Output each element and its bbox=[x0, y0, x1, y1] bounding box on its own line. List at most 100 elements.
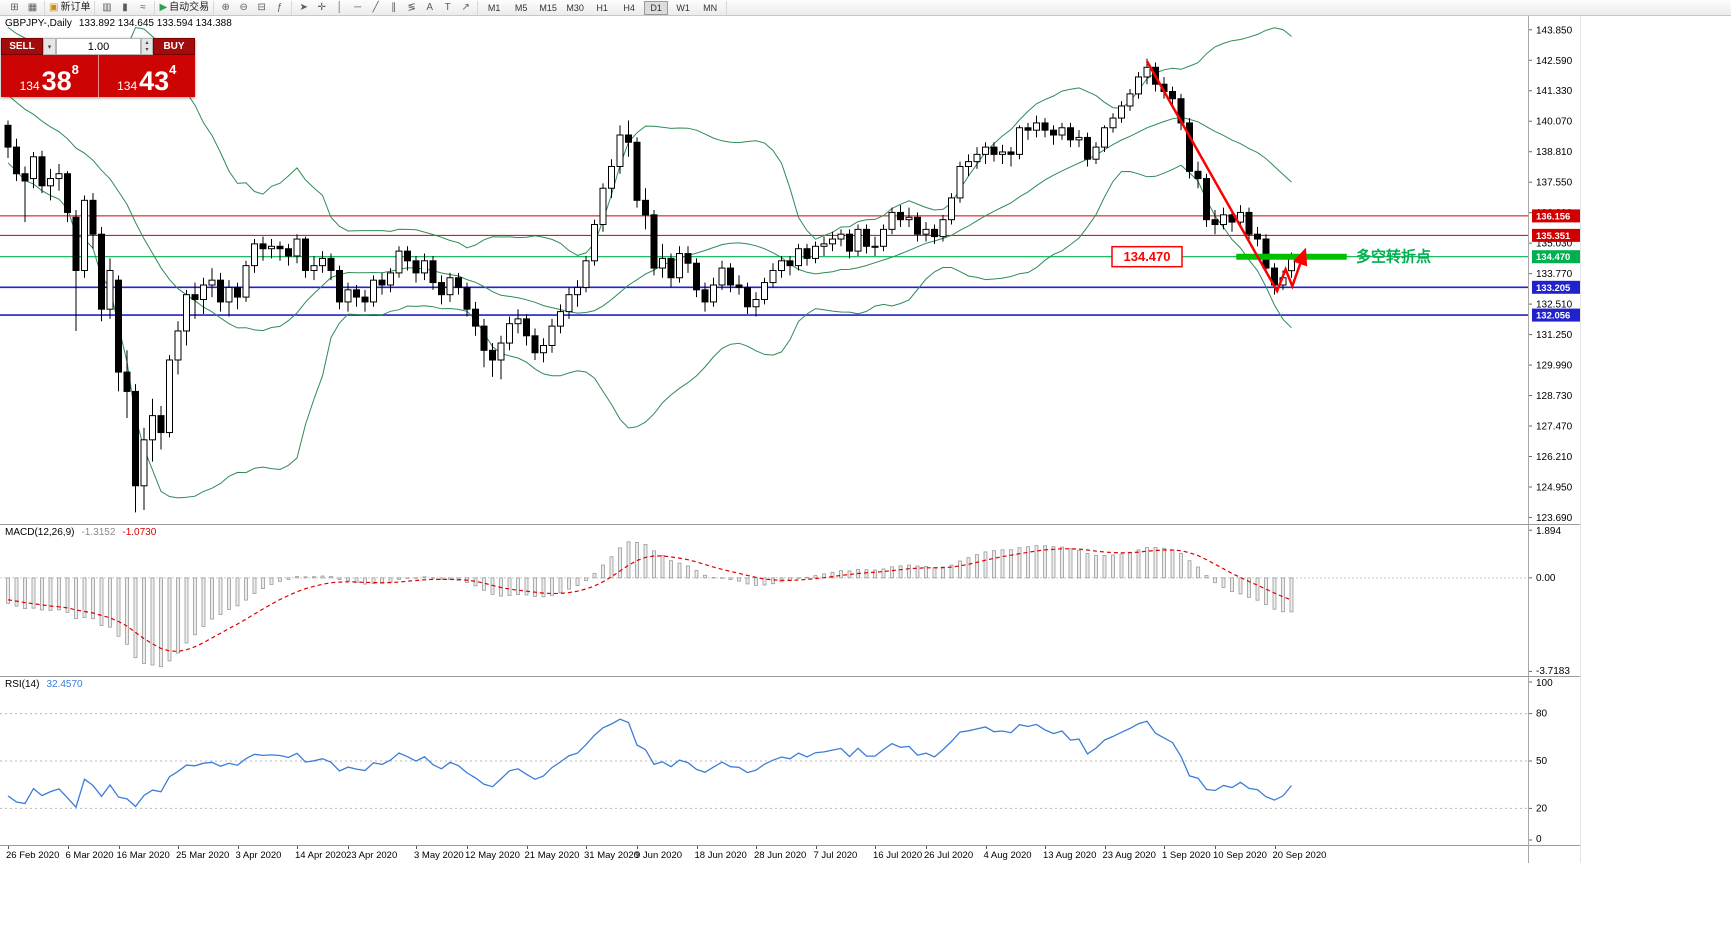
rsi-pane: 100 80 50 20 0 RSI(14) 32.4570 bbox=[0, 677, 1580, 845]
price-callout-box[interactable] bbox=[1111, 245, 1183, 268]
equidistant-channel-icon[interactable]: ∥ bbox=[391, 2, 397, 13]
zoom-in-icon[interactable]: ⊕ bbox=[221, 2, 230, 13]
svg-text:123.690: 123.690 bbox=[1536, 513, 1573, 524]
tile-windows-icon[interactable]: ⊟ bbox=[257, 2, 266, 13]
timeframe-h4-button[interactable]: H4 bbox=[623, 2, 635, 13]
candlestick-series bbox=[4, 58, 1295, 513]
zoom-out-icon[interactable]: ⊖ bbox=[239, 2, 248, 13]
time-axis-label: 9 Jun 2020 bbox=[635, 850, 683, 861]
svg-text:124.950: 124.950 bbox=[1536, 482, 1573, 493]
price-axis-border bbox=[1528, 16, 1529, 863]
chart-annotations[interactable]: 134.470 多空转折点 bbox=[1111, 60, 1431, 294]
time-tick bbox=[467, 846, 468, 849]
trendline-icon[interactable]: ╱ bbox=[372, 2, 379, 13]
ask-price[interactable]: 134 43 4 bbox=[117, 62, 177, 97]
price-divider bbox=[97, 55, 99, 97]
time-axis-label: 16 Mar 2020 bbox=[116, 850, 170, 861]
macd-signal-value: -1.0730 bbox=[122, 527, 157, 538]
auto-trading-icon[interactable]: ▶ 自动交易 bbox=[159, 2, 210, 13]
timeframe-m30-button[interactable]: M30 bbox=[566, 2, 584, 13]
svg-text:0: 0 bbox=[1536, 834, 1542, 845]
time-tick bbox=[1274, 846, 1276, 849]
pane-splitter[interactable] bbox=[0, 524, 1580, 525]
volume-input[interactable] bbox=[56, 38, 141, 55]
time-axis-label: 3 Apr 2020 bbox=[235, 850, 282, 861]
time-tick bbox=[1164, 846, 1165, 849]
chart-bars-icon[interactable]: ▥ bbox=[102, 2, 112, 13]
down-trendline-arrow[interactable] bbox=[1145, 60, 1308, 294]
time-tick bbox=[1045, 846, 1046, 849]
time-tick bbox=[696, 846, 698, 849]
time-axis-label: 31 May 2020 bbox=[584, 850, 639, 861]
new-order-icon[interactable]: ▣ 新订单 bbox=[49, 2, 91, 13]
indicators-icon[interactable]: ƒ bbox=[276, 2, 283, 13]
rsi-axis[interactable]: 100 80 50 20 0 bbox=[1528, 678, 1553, 845]
arrow-tool-icon[interactable]: ↗ bbox=[461, 2, 470, 13]
time-axis-label: 20 Sep 2020 bbox=[1272, 850, 1327, 861]
svg-text:100: 100 bbox=[1536, 678, 1553, 689]
svg-text:-3.7183: -3.7183 bbox=[1536, 666, 1570, 676]
cursor-icon[interactable]: ➤ bbox=[299, 2, 308, 13]
svg-text:80: 80 bbox=[1536, 709, 1548, 720]
timeframe-m15-button[interactable]: M15 bbox=[539, 2, 557, 13]
time-tick bbox=[237, 846, 239, 849]
symbol-period-label: GBPJPY-,Daily bbox=[5, 18, 72, 29]
svg-text:131.250: 131.250 bbox=[1536, 330, 1573, 341]
time-tick bbox=[416, 846, 417, 849]
timeframe-mn-button[interactable]: MN bbox=[703, 2, 718, 13]
time-tick bbox=[875, 846, 876, 849]
pane-splitter[interactable] bbox=[0, 676, 1580, 677]
timeframe-h1-button[interactable]: H1 bbox=[596, 2, 608, 13]
trade-options-caret-icon[interactable]: ▾ bbox=[43, 38, 56, 55]
timeframe-m1-button[interactable]: M1 bbox=[487, 2, 501, 13]
bollinger-bands bbox=[7, 26, 1292, 499]
timeframe-m5-button[interactable]: M5 bbox=[514, 2, 528, 13]
svg-text:135.030: 135.030 bbox=[1536, 239, 1573, 250]
time-axis-label: 10 Sep 2020 bbox=[1213, 850, 1267, 861]
time-tick bbox=[297, 846, 298, 849]
time-axis-label: 21 May 2020 bbox=[524, 850, 580, 861]
fibonacci-icon[interactable]: ≶ bbox=[407, 2, 416, 13]
macd-axis[interactable]: 1.894 0.00 -3.7183 bbox=[1528, 526, 1570, 676]
rsi-canvas[interactable]: 100 80 50 20 0 bbox=[0, 677, 1580, 845]
svg-text:132.510: 132.510 bbox=[1536, 300, 1573, 311]
price-axis[interactable]: 143.850 142.590 141.330 140.070 138.810 137.5… bbox=[1528, 25, 1580, 524]
crosshair-icon[interactable]: ✛ bbox=[317, 2, 326, 13]
time-tick bbox=[1104, 846, 1106, 849]
text-label-icon[interactable]: T bbox=[444, 2, 451, 13]
time-tick bbox=[526, 846, 528, 849]
svg-text:137.550: 137.550 bbox=[1536, 178, 1573, 189]
svg-text:135.351: 135.351 bbox=[1536, 231, 1571, 242]
timeframe-w1-button[interactable]: W1 bbox=[676, 2, 690, 13]
price-chart-canvas[interactable]: 143.850 142.590 141.330 140.070 138.810 137.5… bbox=[0, 16, 1580, 524]
svg-text:128.730: 128.730 bbox=[1536, 391, 1573, 402]
sell-button[interactable]: SELL bbox=[1, 38, 43, 55]
text-icon[interactable]: A bbox=[426, 2, 433, 13]
svg-text:126.210: 126.210 bbox=[1536, 452, 1573, 463]
timeframe-d1-button[interactable]: D1 bbox=[644, 0, 669, 15]
bid-price[interactable]: 134 38 8 bbox=[19, 62, 79, 97]
chart-profiles-icon[interactable]: ▦ bbox=[27, 2, 38, 13]
time-axis[interactable]: 26 Feb 2020 6 Mar 2020 16 Mar 2020 25 Mar 2… bbox=[0, 845, 1580, 864]
time-axis-label: 6 Mar 2020 bbox=[65, 850, 114, 861]
chart-line-icon[interactable]: ≈ bbox=[140, 2, 146, 13]
time-tick bbox=[586, 846, 587, 849]
time-tick bbox=[985, 846, 987, 849]
chart-title: GBPJPY-,Daily 133.892 134.645 133.594 134… bbox=[5, 18, 232, 29]
annotation-text[interactable]: 多空转折点 bbox=[1356, 248, 1431, 266]
volume-stepper[interactable]: ▴ ▾ bbox=[141, 38, 153, 55]
macd-canvas[interactable]: 1.894 0.00 -3.7183 bbox=[0, 525, 1580, 676]
new-chart-icon[interactable]: ⊞ bbox=[10, 2, 19, 13]
vertical-line-icon[interactable]: │ bbox=[336, 2, 343, 13]
time-axis-label: 13 Aug 2020 bbox=[1043, 850, 1097, 861]
time-axis-label: 28 Jun 2020 bbox=[754, 850, 807, 861]
macd-main-value: -1.3152 bbox=[81, 527, 116, 538]
buy-button[interactable]: BUY bbox=[153, 38, 195, 55]
time-axis-label: 12 May 2020 bbox=[465, 850, 520, 861]
time-axis-label: 23 Apr 2020 bbox=[346, 850, 398, 861]
svg-text:141.330: 141.330 bbox=[1536, 86, 1573, 97]
horizontal-line-icon[interactable]: ─ bbox=[354, 2, 362, 13]
svg-text:143.850: 143.850 bbox=[1536, 25, 1573, 36]
chart-candlesticks-icon[interactable]: ▮ bbox=[122, 2, 128, 13]
svg-text:142.590: 142.590 bbox=[1536, 56, 1573, 67]
